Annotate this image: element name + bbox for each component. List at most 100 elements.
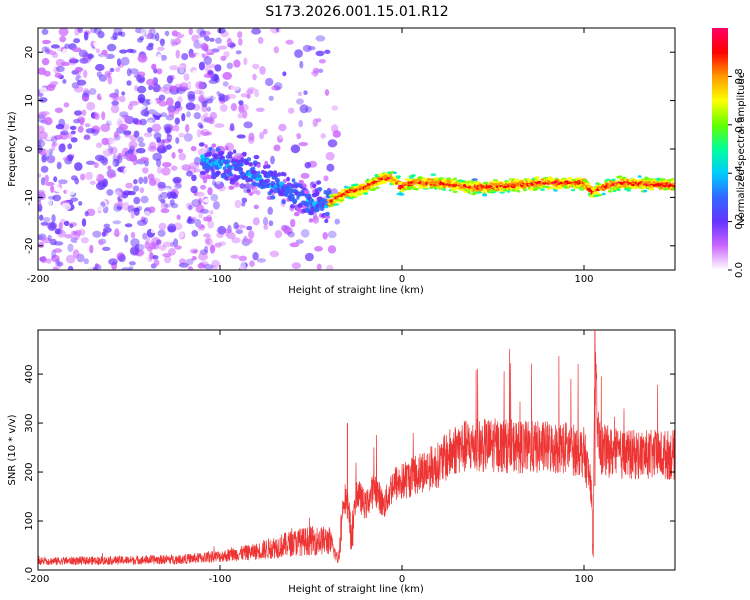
heatmap-cell [408, 185, 415, 189]
heatmap-cell [130, 218, 139, 223]
snr-x-ticks: -200 -100 0 100 [27, 330, 594, 585]
heatmap-cell [197, 148, 207, 157]
heatmap-cell [250, 166, 256, 171]
heatmap-cell [279, 181, 284, 186]
heatmap-cell [200, 208, 210, 214]
heatmap-cell [283, 161, 294, 170]
heatmap-cell [110, 146, 118, 155]
heatmap-cell [160, 112, 168, 118]
heatmap-cell [320, 133, 326, 139]
heatmap-cell [214, 242, 222, 248]
heatmap-cell [136, 219, 147, 226]
heatmap-cell [83, 135, 91, 141]
heatmap-cell [237, 112, 243, 119]
heatmap-cell [446, 177, 451, 180]
heatmap-cell [138, 142, 146, 148]
heatmap-cell [188, 204, 193, 211]
heatmap-cell [207, 70, 214, 75]
heatmap-cell [324, 120, 330, 129]
heatmap-cell [95, 47, 100, 54]
heatmap-cell [282, 71, 287, 77]
heatmap-cell [128, 266, 134, 270]
heatmap-cell [292, 225, 301, 233]
heatmap-cell [122, 217, 130, 223]
heatmap-cell [176, 231, 185, 239]
heatmap-cell [130, 238, 140, 248]
heatmap-cell [63, 102, 70, 108]
heatmap-cell [263, 164, 268, 169]
heatmap-cell [61, 202, 71, 211]
heatmap-cell [151, 216, 157, 225]
heatmap-cell [295, 239, 304, 244]
heatmap-cell [202, 43, 210, 51]
heatmap-cell [85, 160, 96, 165]
heatmap-cell [196, 129, 202, 138]
heatmap-cell [147, 117, 156, 124]
heatmap-cell [287, 107, 295, 114]
heatmap-cell [130, 210, 135, 219]
heatmap-cell [215, 170, 221, 176]
heatmap-cell [200, 184, 207, 190]
heatmap-cell [191, 34, 199, 43]
heatmap-cell [144, 111, 150, 117]
heatmap-cell [114, 88, 119, 96]
heatmap-cell [101, 157, 108, 166]
heatmap-cell [73, 118, 81, 124]
heatmap-cell [119, 156, 125, 164]
heatmap-cell [85, 171, 94, 180]
heatmap-cell [165, 128, 171, 134]
heatmap-cell [274, 206, 281, 214]
heatmap-cell [166, 133, 173, 142]
heatmap-cell [143, 132, 153, 138]
heatmap-cell [243, 160, 250, 166]
heatmap-cell [118, 254, 126, 263]
heatmap-cell [249, 185, 255, 190]
heatmap-cell [194, 218, 202, 228]
heatmap-cell [238, 38, 243, 46]
heatmap-cell [137, 136, 144, 143]
heatmap-cell [239, 183, 246, 189]
heatmap-cell [211, 124, 218, 132]
heatmap-cell [40, 177, 46, 186]
heatmap-cell [112, 32, 118, 40]
heatmap-cell [138, 176, 144, 185]
heatmap-cell [151, 123, 162, 133]
heatmap-cell [324, 214, 331, 220]
heatmap-cell [338, 197, 345, 200]
heatmap-cell [163, 262, 172, 267]
heatmap-cell [279, 28, 284, 35]
heatmap-cell [492, 180, 499, 184]
heatmap-cell [199, 90, 205, 97]
heatmap-cell [162, 162, 172, 168]
heatmap-cell [391, 178, 397, 182]
heatmap-cell [299, 60, 304, 69]
heatmap-cell [212, 58, 219, 66]
heatmap-cell [130, 246, 140, 256]
heatmap-cell [177, 85, 184, 93]
heatmap-cell [109, 173, 117, 178]
heatmap-cell [215, 147, 221, 152]
heatmap-cell [158, 94, 166, 101]
x-tick-label: -100 [209, 574, 232, 585]
heatmap-cell [297, 91, 303, 97]
heatmap-cell [160, 198, 166, 204]
heatmap-cell [173, 238, 179, 248]
heatmap-cell [273, 82, 283, 91]
heatmap-cell [302, 183, 307, 188]
heatmap-cell [56, 261, 64, 267]
heatmap-cell [136, 147, 146, 154]
heatmap-cell [38, 37, 43, 45]
heatmap-cell [170, 193, 179, 200]
heatmap-cell [170, 165, 178, 171]
heatmap-cell [593, 191, 599, 195]
heatmap-cell [563, 186, 570, 189]
heatmap-cell [60, 130, 69, 136]
heatmap-cell [149, 141, 157, 150]
heatmap-cell [396, 176, 401, 179]
heatmap-cell [171, 30, 178, 37]
heatmap-cell [39, 87, 48, 94]
heatmap-cell [166, 144, 172, 150]
heatmap-cell [215, 177, 221, 185]
heatmap-cell [267, 206, 274, 215]
